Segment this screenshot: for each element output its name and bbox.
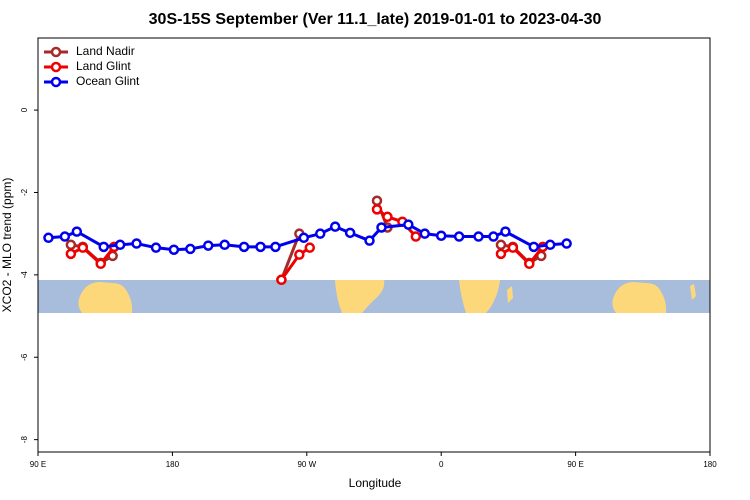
data-point: [77, 242, 89, 253]
data-point: [382, 211, 393, 223]
data-point: [507, 242, 519, 253]
legend-label: Land Glint: [76, 59, 131, 73]
x-tick-label: 90 E: [567, 460, 583, 469]
data-point: [71, 226, 83, 237]
data-point: [500, 226, 511, 237]
data-point: [371, 195, 383, 206]
y-tick-label: -8: [20, 436, 29, 444]
data-point: [298, 232, 310, 244]
map-strip: [38, 280, 710, 313]
data-point: [488, 231, 499, 242]
x-tick-label: 90 E: [30, 460, 46, 469]
data-point: [114, 239, 126, 251]
y-tick-label: -6: [20, 353, 29, 361]
data-point: [65, 248, 77, 260]
data-point: [238, 241, 250, 253]
data-point: [528, 241, 540, 253]
data-point: [168, 244, 180, 255]
data-point: [314, 228, 326, 239]
data-point: [419, 228, 431, 239]
y-tick-label: -2: [20, 188, 29, 196]
data-point: [276, 274, 287, 286]
chart-title: 30S-15S September (Ver 11.1_late) 2019-0…: [149, 11, 602, 28]
data-point: [453, 231, 465, 242]
data-point: [65, 239, 77, 251]
x-tick-label: 0: [439, 460, 444, 469]
plot-frame: [37, 37, 711, 453]
x-tick-label: 180: [166, 460, 180, 469]
series: [43, 219, 572, 255]
series: [65, 204, 548, 286]
data-point: [544, 239, 556, 251]
data-point: [376, 222, 387, 233]
data-point: [59, 231, 71, 242]
data-point: [371, 204, 383, 215]
x-tick-label: 180: [703, 460, 717, 469]
data-point: [131, 238, 142, 249]
data-point: [255, 241, 266, 253]
data-point: [410, 231, 422, 242]
data-point: [364, 235, 375, 246]
legend-label: Ocean Glint: [76, 74, 140, 88]
x-axis-label: Longitude: [349, 476, 402, 490]
x-tick-label: 90 W: [297, 460, 316, 469]
data-point: [202, 240, 214, 251]
data-point: [304, 242, 316, 253]
data-point: [185, 243, 196, 255]
data-point: [43, 232, 54, 244]
data-point: [403, 219, 414, 230]
legend-marker: [50, 76, 62, 88]
legend-marker: [50, 46, 62, 58]
y-axis-label: XCO2 - MLO trend (ppm): [0, 178, 14, 313]
y-tick-label: 0: [20, 107, 29, 112]
data-point: [294, 249, 305, 260]
data-point: [95, 258, 106, 269]
data-point: [98, 241, 109, 253]
legend-marker: [50, 61, 62, 73]
data-point: [561, 238, 572, 249]
data-point: [219, 239, 230, 251]
data-point: [270, 241, 281, 253]
data-point: [524, 258, 535, 269]
data-point: [435, 230, 447, 241]
data-point: [329, 221, 341, 232]
y-tick-label: -4: [20, 271, 29, 279]
data-point: [344, 227, 356, 239]
data-point: [150, 242, 162, 253]
legend-label: Land Nadir: [76, 44, 135, 58]
data-point: [495, 248, 507, 260]
data-point: [473, 231, 484, 242]
data-point: [495, 239, 507, 251]
